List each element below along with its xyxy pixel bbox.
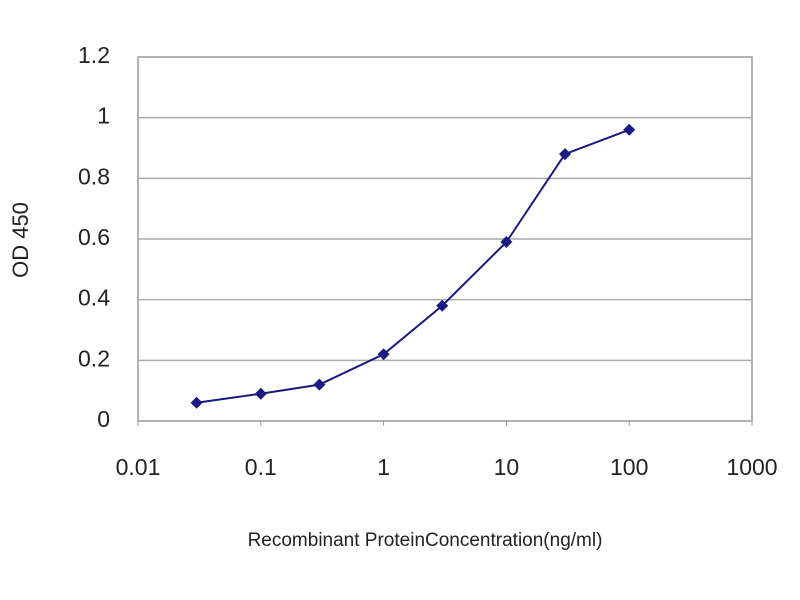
y-tick-label: 0.8 — [78, 163, 110, 189]
y-tick-label: 0 — [97, 406, 110, 432]
y-tick-label: 0.2 — [78, 345, 110, 371]
x-tick-label: 0.01 — [116, 454, 161, 480]
x-tick-label: 1 — [377, 454, 390, 480]
data-point — [558, 148, 571, 161]
x-axis-label: Recombinant ProteinConcentration(ng/ml) — [248, 530, 603, 551]
data-point — [313, 378, 326, 391]
data-point — [190, 396, 203, 409]
x-tick-label: 0.1 — [245, 454, 277, 480]
data-point — [623, 123, 636, 136]
x-tick-label: 10 — [494, 454, 520, 480]
y-axis-label: OD 450 — [8, 202, 33, 278]
data-line — [196, 128, 630, 404]
y-tick-label: 1 — [97, 103, 110, 129]
data-point — [436, 299, 449, 312]
x-tick-label: 1000 — [726, 454, 777, 480]
x-tick-label: 100 — [610, 454, 648, 480]
y-tick-label: 1.2 — [78, 42, 110, 68]
data-point — [254, 387, 267, 400]
data-point — [377, 348, 390, 361]
y-tick-label: 0.4 — [78, 285, 110, 311]
y-tick-label: 0.6 — [78, 224, 110, 250]
data-point — [500, 236, 513, 249]
